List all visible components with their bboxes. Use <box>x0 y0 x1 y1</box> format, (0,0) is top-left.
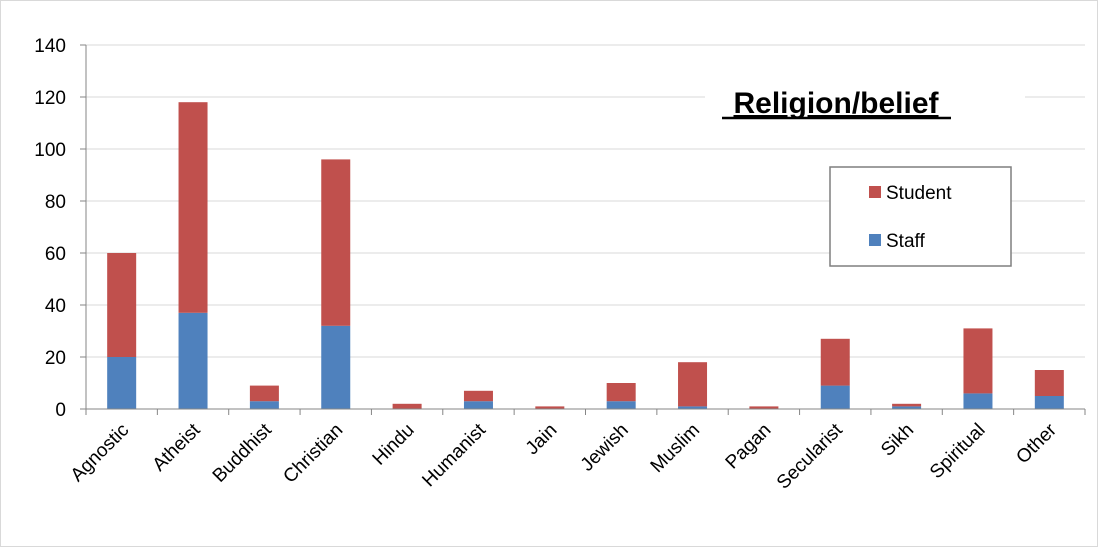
bar-student-buddhist <box>249 385 279 402</box>
bar-staff-sikh <box>892 406 922 409</box>
bar-student-atheist <box>178 102 208 313</box>
bar-staff-secularist <box>820 385 850 409</box>
bars <box>107 102 1064 409</box>
y-tick-label-0: 0 <box>55 400 66 421</box>
bar-student-muslim <box>678 362 708 407</box>
x-tick-label-humanist: Humanist <box>418 419 490 491</box>
legend: Student Staff <box>829 166 1012 267</box>
x-tick-label-buddhist: Buddhist <box>209 419 277 487</box>
legend-label-student: Student <box>886 183 952 204</box>
bar-staff-christian <box>321 325 351 409</box>
x-tick-label-jain: Jain <box>522 420 561 459</box>
bar-staff-jewish <box>606 401 636 409</box>
x-tick-label-christian: Christian <box>279 420 347 488</box>
bar-student-jewish <box>606 383 636 402</box>
x-tick-label-hindu: Hindu <box>369 420 419 470</box>
chart-title-background <box>705 72 1025 132</box>
x-tick-label-sikh: Sikh <box>877 420 918 461</box>
legend-swatch-staff <box>869 234 881 246</box>
x-tick-label-atheist: Atheist <box>149 419 205 475</box>
bar-student-hindu <box>392 403 422 409</box>
bar-student-christian <box>321 159 351 326</box>
bar-staff-humanist <box>463 401 493 409</box>
bar-student-spiritual <box>963 328 993 394</box>
x-tick-label-secularist: Secularist <box>773 419 847 493</box>
x-tick-label-agnostic: Agnostic <box>67 420 133 486</box>
legend-swatch-student <box>869 186 881 198</box>
y-tick-label-100: 100 <box>34 140 66 161</box>
x-tick-label-other: Other <box>1012 419 1061 468</box>
bar-student-other <box>1034 370 1064 396</box>
x-tick-label-spiritual: Spiritual <box>926 420 989 483</box>
bar-staff-spiritual <box>963 393 993 409</box>
legend-box <box>829 166 1012 267</box>
y-tick-label-120: 120 <box>34 88 66 109</box>
bar-student-jain <box>535 406 565 409</box>
bar-staff-atheist <box>178 312 208 409</box>
legend-label-staff: Staff <box>886 231 925 252</box>
y-tick-label-40: 40 <box>45 296 66 317</box>
x-tick-label-muslim: Muslim <box>647 420 704 477</box>
bar-student-agnostic <box>107 253 137 357</box>
chart-title: Religion/belief <box>733 87 939 120</box>
x-tick-label-pagan: Pagan <box>722 420 776 474</box>
bar-staff-buddhist <box>249 401 279 409</box>
bar-student-sikh <box>892 403 922 407</box>
bar-student-humanist <box>463 390 493 402</box>
y-tick-label-140: 140 <box>34 36 66 57</box>
y-tick-label-20: 20 <box>45 348 66 369</box>
bar-student-secularist <box>820 338 850 386</box>
bar-staff-other <box>1034 396 1064 409</box>
bar-staff-muslim <box>678 406 708 409</box>
chart-title-group: Religion/belief <box>705 72 1025 132</box>
bar-student-pagan <box>749 406 779 409</box>
x-tick-label-jewish: Jewish <box>577 420 633 476</box>
y-tick-label-80: 80 <box>45 192 66 213</box>
bar-staff-agnostic <box>107 357 137 409</box>
y-tick-label-60: 60 <box>45 244 66 265</box>
